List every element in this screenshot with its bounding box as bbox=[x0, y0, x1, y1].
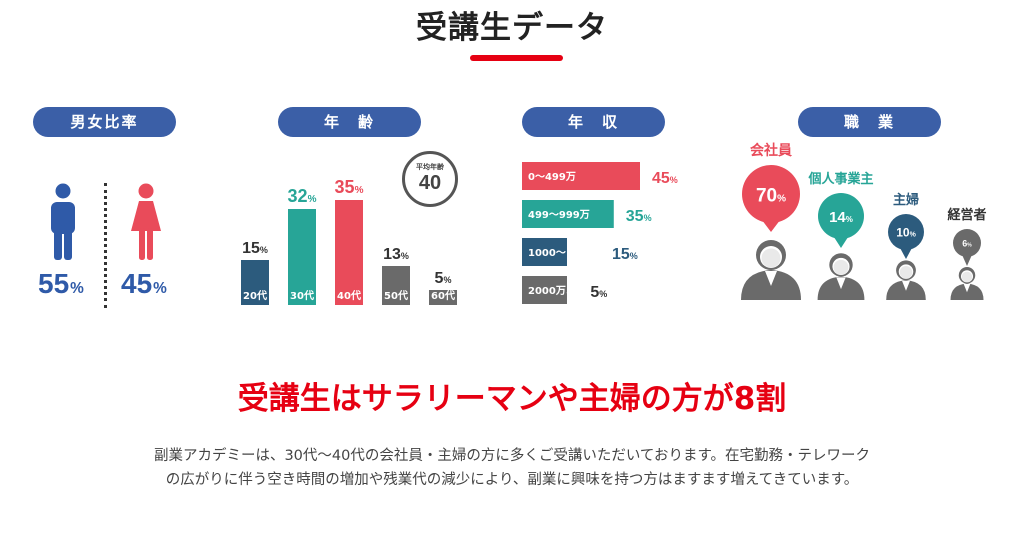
description-line-2: の広がりに伴う空き時間の増加や残業代の減少により、副業に興味を持つ方はますます増… bbox=[165, 472, 859, 488]
income-bar-1 bbox=[522, 200, 614, 228]
age-bar-label-1: 30代 bbox=[290, 289, 314, 302]
average-age-badge: 平均年齢 40 bbox=[402, 151, 458, 207]
female-percent: 45% bbox=[121, 268, 167, 299]
income-bar-value-3: 5% bbox=[590, 284, 607, 301]
job-label-3: 経営者 bbox=[947, 207, 986, 223]
job-label-1: 個人事業主 bbox=[807, 171, 873, 187]
income-bar-0 bbox=[522, 162, 640, 190]
job-bubble-tail-1 bbox=[832, 235, 850, 248]
age-bar-3 bbox=[382, 266, 410, 305]
age-bar-1 bbox=[288, 209, 316, 305]
income-bar-value-0: 45% bbox=[652, 170, 678, 187]
age-bar-label-4: 60代 bbox=[431, 289, 455, 302]
job-label-2: 主婦 bbox=[893, 192, 919, 208]
average-age-value: 40 bbox=[418, 172, 442, 194]
income-pill: 年 収 bbox=[522, 107, 665, 137]
job-value-3: 6% bbox=[962, 239, 972, 249]
age-bar-0 bbox=[241, 260, 269, 305]
age-bar-value-1: 32% bbox=[288, 186, 317, 206]
age-bar-4 bbox=[429, 290, 457, 305]
person-icon-3 bbox=[950, 267, 984, 300]
age-bar-label-2: 40代 bbox=[337, 289, 361, 302]
job-bubble-2 bbox=[888, 214, 924, 250]
female-icon bbox=[131, 183, 161, 260]
male-icon bbox=[51, 183, 75, 260]
description-line-1: 副業アカデミーは、30代～40代の会社員・主婦の方に多くご受講いただいております… bbox=[153, 448, 871, 464]
headline: 受講生はサラリーマンや主婦の方が8割 bbox=[237, 381, 787, 417]
age-bar-label-0: 20代 bbox=[243, 289, 267, 302]
page-title: 受講生データ bbox=[416, 10, 608, 46]
job-pill: 職 業 bbox=[798, 107, 941, 137]
job-bubble-1 bbox=[818, 193, 864, 239]
job-bubble-3 bbox=[953, 229, 981, 257]
income-bar-value-2: 15% bbox=[612, 246, 638, 263]
age-pill: 年 齢 bbox=[278, 107, 421, 137]
age-bar-value-0: 15% bbox=[242, 240, 268, 257]
income-bar-label-2: 1000～1999万 bbox=[528, 247, 604, 259]
age-bar-chart: 20代 15% 30代 32% 40代 35% 50代 13% 60代 5% bbox=[241, 177, 457, 305]
income-bar-2 bbox=[522, 238, 567, 266]
male-percent: 55% bbox=[38, 268, 84, 299]
age-bar-value-2: 35% bbox=[335, 177, 364, 197]
job-bubble-0 bbox=[742, 165, 800, 223]
age-bar-value-4: 5% bbox=[435, 270, 452, 287]
job-bubble-tail-2 bbox=[899, 247, 913, 259]
title-underline bbox=[470, 55, 563, 61]
person-icon-2 bbox=[886, 260, 926, 300]
income-bar-3 bbox=[522, 276, 567, 304]
person-icon-0 bbox=[741, 240, 801, 300]
person-icon-1 bbox=[817, 253, 865, 300]
age-bar-2 bbox=[335, 200, 363, 305]
average-age-label: 平均年齢 bbox=[416, 163, 444, 171]
income-bar-label-3: 2000万以上 bbox=[528, 284, 586, 297]
age-bar-label-3: 50代 bbox=[384, 289, 408, 302]
age-bar-value-3: 13% bbox=[383, 246, 409, 263]
income-bar-label-0: 0～499万 bbox=[528, 171, 576, 183]
job-label-0: 会社員 bbox=[750, 142, 792, 159]
gender-divider bbox=[104, 183, 107, 308]
income-bar-value-1: 35% bbox=[626, 208, 652, 225]
income-bar-chart: 0～499万 45% 499～999万 35% 1000～1999万 15% 2000万以上… bbox=[522, 162, 678, 304]
income-bar-label-1: 499～999万 bbox=[528, 209, 590, 221]
job-bubble-tail-3 bbox=[962, 254, 972, 266]
gender-ratio-pill: 男女比率 bbox=[33, 107, 176, 137]
